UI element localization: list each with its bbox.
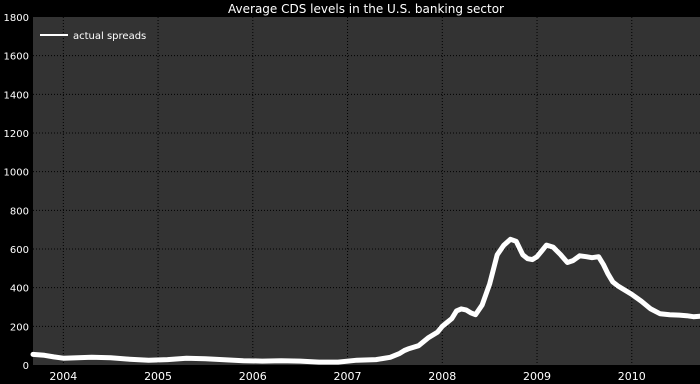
y-tick-label: 1600 bbox=[4, 52, 29, 63]
y-tick-label: 1800 bbox=[4, 13, 29, 24]
y-tick-label: 0 bbox=[23, 361, 29, 372]
y-tick-labels: 0 200 400 600 800 1000 1200 1400 1600 1800 bbox=[4, 13, 29, 372]
y-tick-label: 200 bbox=[10, 322, 29, 333]
y-tick-label: 1400 bbox=[4, 90, 29, 101]
x-tick-label: 2010 bbox=[618, 370, 646, 383]
chart-title: Average CDS levels in the U.S. banking s… bbox=[228, 2, 504, 16]
x-grid-lines bbox=[62, 17, 633, 365]
y-tick-label: 600 bbox=[10, 245, 29, 256]
x-tick-label: 2005 bbox=[144, 370, 172, 383]
y-grid-lines bbox=[33, 55, 700, 327]
x-tick-label: 2009 bbox=[523, 370, 551, 383]
legend: actual spreads bbox=[40, 31, 146, 42]
x-tick-label: 2007 bbox=[334, 370, 362, 383]
x-tick-label: 2006 bbox=[239, 370, 267, 383]
y-tick-label: 1200 bbox=[4, 129, 29, 140]
y-tick-label: 400 bbox=[10, 284, 29, 295]
plot-area bbox=[33, 17, 700, 365]
series-layer bbox=[30, 236, 700, 365]
x-tick-labels: 2004 2005 2006 2007 2008 2009 2010 bbox=[49, 370, 645, 383]
legend-label-actual-spreads: actual spreads bbox=[73, 31, 146, 42]
y-tick-label: 1000 bbox=[4, 168, 29, 179]
series-line-actual-spreads bbox=[30, 236, 700, 365]
y-tick-label: 800 bbox=[10, 206, 29, 217]
x-tick-label: 2008 bbox=[428, 370, 456, 383]
x-tick-label: 2004 bbox=[49, 370, 77, 383]
